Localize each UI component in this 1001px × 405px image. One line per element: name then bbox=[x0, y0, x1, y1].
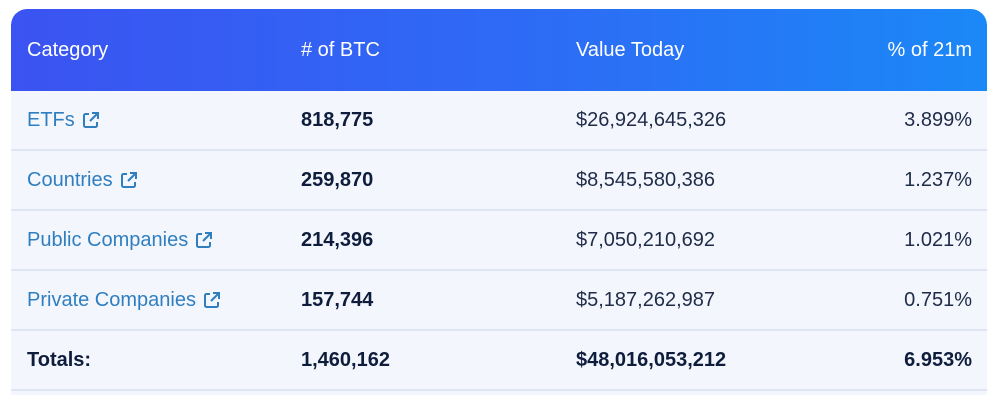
table-row-etfs: ETFs 818,775 $26,924,645,326 3.899% bbox=[11, 91, 987, 151]
category-link-countries[interactable]: Countries bbox=[27, 169, 138, 192]
pct-cell: 3.899% bbox=[904, 108, 972, 131]
pct-cell: 1.237% bbox=[904, 168, 972, 191]
header-category[interactable]: Category bbox=[27, 38, 109, 61]
category-link-private-companies[interactable]: Private Companies bbox=[27, 289, 221, 312]
table-row-totals: Totals: 1,460,162 $48,016,053,212 6.953% bbox=[11, 331, 987, 391]
pct-cell: 1.021% bbox=[904, 228, 972, 251]
category-link-public-companies[interactable]: Public Companies bbox=[27, 229, 213, 252]
external-link-icon bbox=[120, 172, 137, 188]
btc-cell: 818,775 bbox=[301, 108, 374, 131]
value-cell: $5,187,262,987 bbox=[576, 288, 716, 311]
btc-cell: 157,744 bbox=[301, 288, 374, 311]
table-row-private-companies: Private Companies 157,744 $5,187,262,987… bbox=[11, 271, 987, 331]
category-cell: ETFs bbox=[11, 109, 286, 132]
header-value[interactable]: Value Today bbox=[576, 38, 685, 61]
external-link-icon bbox=[203, 292, 220, 308]
btc-cell: 214,396 bbox=[301, 228, 374, 251]
category-label: Public Companies bbox=[27, 228, 189, 251]
btc-holdings-table: Category # of BTC Value Today % of 21m E… bbox=[11, 9, 987, 395]
totals-pct: 6.953% bbox=[904, 348, 972, 371]
value-cell: $7,050,210,692 bbox=[576, 228, 716, 251]
totals-btc: 1,460,162 bbox=[301, 348, 390, 371]
table-header: Category # of BTC Value Today % of 21m bbox=[11, 9, 987, 91]
category-cell: Private Companies bbox=[11, 289, 286, 312]
header-pct[interactable]: % of 21m bbox=[887, 38, 972, 61]
category-link-etfs[interactable]: ETFs bbox=[27, 109, 100, 132]
table-row-public-companies: Public Companies 214,396 $7,050,210,692 … bbox=[11, 211, 987, 271]
btc-cell: 259,870 bbox=[301, 168, 374, 191]
value-cell: $26,924,645,326 bbox=[576, 108, 727, 131]
header-btc[interactable]: # of BTC bbox=[301, 38, 380, 61]
external-link-icon bbox=[196, 232, 213, 248]
category-label: Countries bbox=[27, 168, 113, 191]
category-cell: Public Companies bbox=[11, 229, 286, 252]
totals-label: Totals: bbox=[27, 348, 92, 371]
external-link-icon bbox=[82, 112, 99, 128]
category-label: Private Companies bbox=[27, 288, 196, 311]
table-row-countries: Countries 259,870 $8,545,580,386 1.237% bbox=[11, 151, 987, 211]
totals-value: $48,016,053,212 bbox=[576, 348, 727, 371]
pct-cell: 0.751% bbox=[904, 288, 972, 311]
category-label: ETFs bbox=[27, 108, 75, 131]
value-cell: $8,545,580,386 bbox=[576, 168, 716, 191]
category-cell: Countries bbox=[11, 169, 286, 192]
